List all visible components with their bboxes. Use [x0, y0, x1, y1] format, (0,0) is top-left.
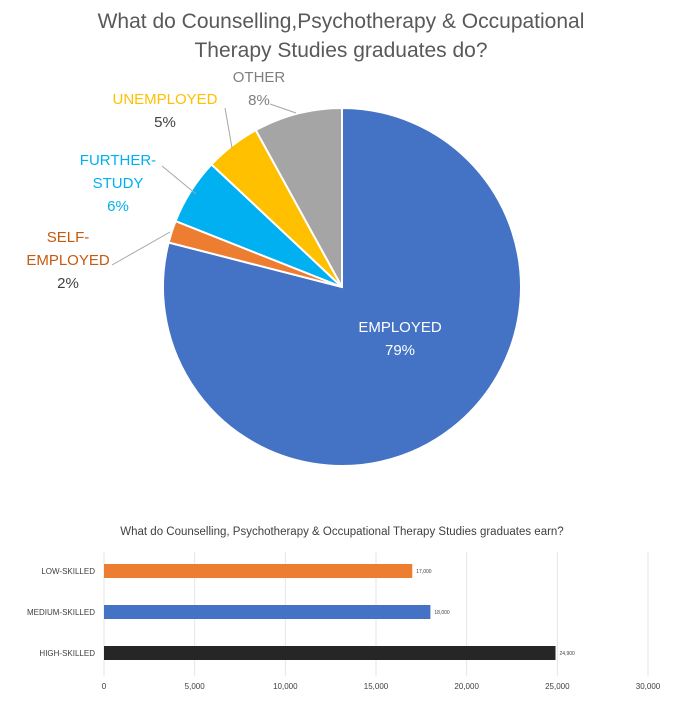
bar-value-low-skilled: 17,000	[416, 569, 432, 575]
bar-value-medium-skilled: 18,000	[434, 610, 450, 616]
leader-line-further-study	[161, 165, 197, 195]
x-tick-30000: 30,000	[636, 682, 661, 691]
pie-chart: What do Counselling,Psychotherapy & Occu…	[26, 10, 585, 467]
leader-line-self-employed	[111, 231, 171, 266]
pie-title-line-1: What do Counselling,Psychotherapy & Occu…	[98, 10, 585, 33]
pie-title-line-2: Therapy Studies graduates do?	[194, 39, 487, 62]
pie-slice-employed	[161, 106, 522, 467]
pie-label-further-study-1: FURTHER-	[80, 152, 156, 169]
category-label-low-skilled: LOW-SKILLED	[41, 567, 95, 576]
pie-label-self-employed-1: SELF-	[47, 229, 90, 246]
pie-label-further-study-2: STUDY	[93, 175, 144, 192]
bar-value-high-skilled: 24,900	[560, 651, 576, 657]
pie-label-self-employed-2: EMPLOYED	[26, 252, 110, 269]
pie-label-unemployed-1: UNEMPLOYED	[112, 91, 217, 108]
pie-value-employed: 79%	[385, 342, 415, 359]
x-tick-25000: 25,000	[545, 682, 570, 691]
bar-low-skilled	[104, 564, 413, 578]
bar-chart: What do Counselling, Psychotherapy & Occ…	[27, 526, 661, 691]
bar-title: What do Counselling, Psychotherapy & Occ…	[120, 526, 563, 538]
bar-high-skilled	[104, 646, 556, 660]
x-tick-10000: 10,000	[273, 682, 298, 691]
x-tick-0: 0	[102, 682, 107, 691]
x-tick-20000: 20,000	[454, 682, 479, 691]
pie-value-self-employed: 2%	[57, 275, 79, 292]
pie-label-other-1: OTHER	[233, 69, 286, 86]
category-label-high-skilled: HIGH-SKILLED	[39, 649, 95, 658]
pie-label-employed-1: EMPLOYED	[358, 319, 442, 336]
pie-value-unemployed: 5%	[154, 114, 176, 131]
pie-slice-other	[254, 106, 343, 288]
pie-value-other: 8%	[248, 92, 270, 109]
category-label-medium-skilled: MEDIUM-SKILLED	[27, 608, 95, 617]
bar-medium-skilled	[104, 605, 431, 619]
leader-line-unemployed	[224, 107, 233, 149]
x-tick-15000: 15,000	[364, 682, 389, 691]
pie-value-further-study: 6%	[107, 198, 129, 215]
leader-line-other	[269, 103, 297, 114]
x-tick-5000: 5,000	[185, 682, 206, 691]
